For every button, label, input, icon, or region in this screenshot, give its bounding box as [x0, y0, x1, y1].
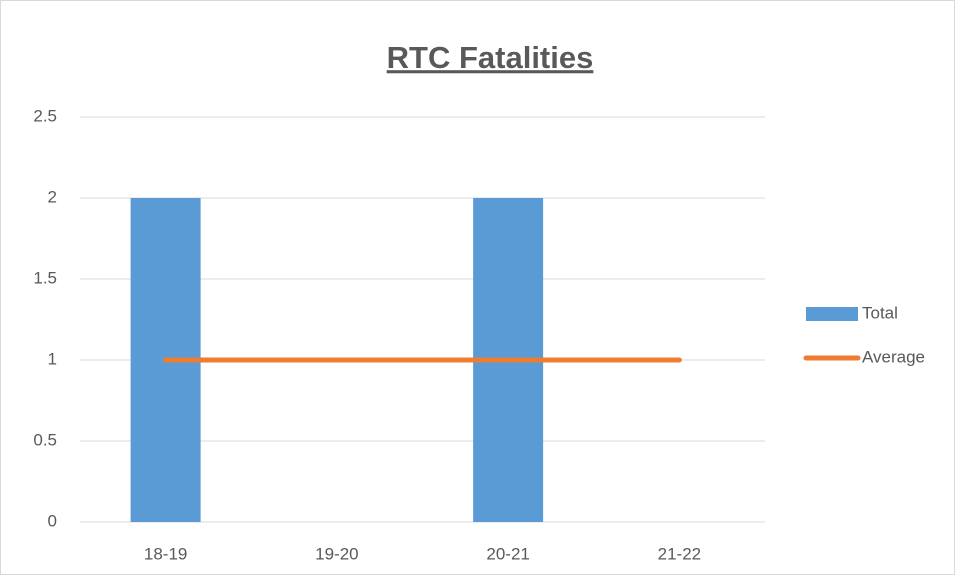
y-tick-label: 1.5	[33, 268, 57, 287]
legend-label: Average	[862, 347, 925, 366]
y-tick-label: 1	[48, 349, 57, 368]
legend-swatch	[806, 307, 858, 321]
x-tick-label: 21-22	[658, 544, 701, 563]
y-tick-label: 0.5	[33, 430, 57, 449]
y-tick-label: 2	[48, 187, 57, 206]
y-tick-label: 0	[48, 511, 57, 530]
x-tick-label: 20-21	[486, 544, 529, 563]
x-tick-label: 18-19	[144, 544, 187, 563]
legend-label: Total	[862, 303, 898, 322]
x-tick-label: 19-20	[315, 544, 358, 563]
y-tick-label: 2.5	[33, 106, 57, 125]
chart-title: RTC Fatalities	[387, 40, 594, 75]
